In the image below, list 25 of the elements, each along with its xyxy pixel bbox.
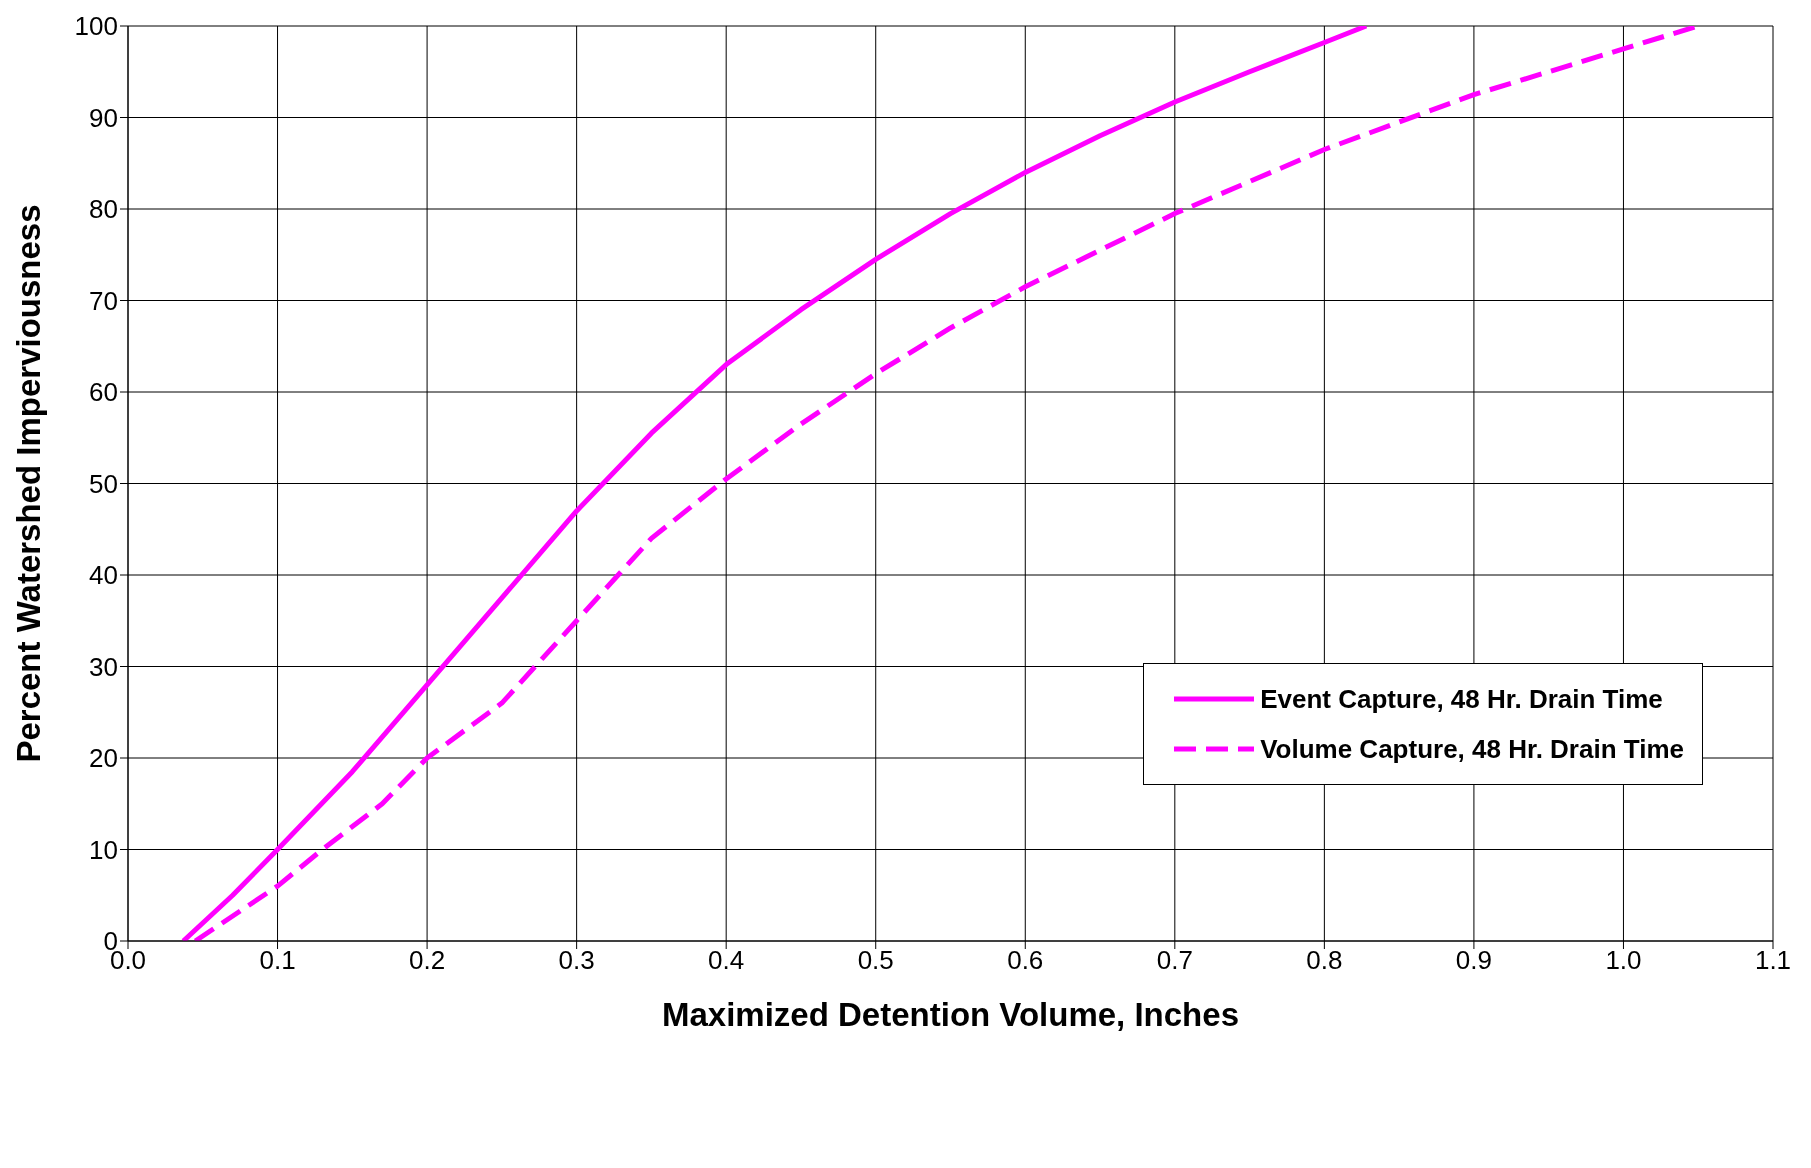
- x-tick-label: 1.1: [1754, 945, 1792, 976]
- x-axis-title: Maximized Detention Volume, Inches: [661, 996, 1240, 1033]
- y-tick-label: 100: [74, 11, 118, 42]
- y-axis-title: Percent Watershed Imperviousness: [9, 204, 47, 763]
- y-tick-label: 60: [89, 377, 118, 408]
- y-tick-label: 40: [89, 560, 118, 591]
- x-tick-label: 0.8: [1306, 945, 1343, 976]
- y-tick-label: 30: [89, 651, 118, 682]
- y-tick-label: 90: [89, 102, 118, 133]
- y-tick-label: 10: [89, 834, 118, 865]
- x-tick-label: 0.7: [1156, 945, 1193, 976]
- x-tick-label: 0.4: [708, 945, 745, 976]
- x-tick-label: 0.2: [409, 945, 446, 976]
- y-tick-label: 70: [89, 285, 118, 316]
- y-tick-label: 20: [89, 743, 118, 774]
- x-tick-label: 1.0: [1605, 945, 1642, 976]
- x-tick-label: 0.6: [1007, 945, 1044, 976]
- y-tick-label: 50: [89, 468, 118, 499]
- x-tick-label: 0.9: [1455, 945, 1492, 976]
- x-tick-label: 0.3: [558, 945, 595, 976]
- legend-label: Event Capture, 48 Hr. Drain Time: [1260, 683, 1663, 715]
- y-tick-label: 80: [89, 194, 118, 225]
- legend-label: Volume Capture, 48 Hr. Drain Time: [1260, 733, 1684, 765]
- x-tick-label: 0.5: [857, 945, 894, 976]
- x-tick-label: 0.1: [259, 945, 296, 976]
